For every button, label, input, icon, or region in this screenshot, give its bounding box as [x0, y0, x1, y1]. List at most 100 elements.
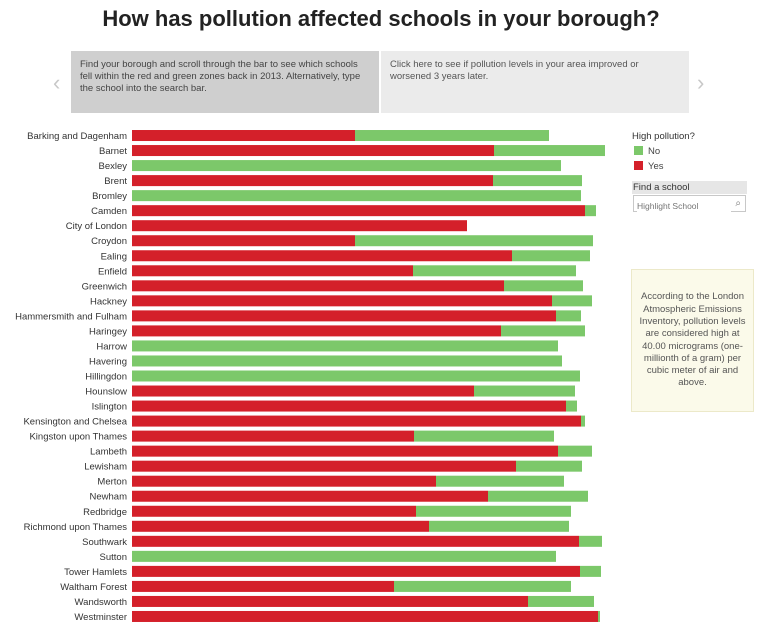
bar-no[interactable]	[585, 205, 596, 217]
category-label: Brent	[104, 176, 127, 187]
story-point-1[interactable]: Find your borough and scroll through the…	[71, 51, 379, 113]
bar-no[interactable]	[132, 355, 562, 367]
legend-swatch-yes	[634, 161, 643, 170]
bar-no[interactable]	[566, 400, 577, 412]
category-label: Bromley	[92, 191, 127, 202]
bar-no[interactable]	[132, 160, 561, 172]
bar-yes[interactable]	[132, 295, 552, 307]
bar-no[interactable]	[132, 340, 558, 352]
bar-no[interactable]	[552, 295, 592, 307]
bar-no[interactable]	[512, 250, 590, 262]
bar-yes[interactable]	[132, 475, 436, 487]
bar-no[interactable]	[493, 175, 582, 187]
bar-no[interactable]	[581, 415, 585, 427]
bar-no[interactable]	[429, 520, 569, 532]
category-label: Greenwich	[82, 281, 127, 292]
bar-yes[interactable]	[132, 535, 579, 547]
bar-no[interactable]	[598, 610, 600, 622]
category-label: Hounslow	[85, 387, 127, 398]
category-label: Haringey	[89, 326, 127, 337]
bar-yes[interactable]	[132, 505, 416, 517]
category-label: Lewisham	[84, 462, 127, 473]
bar-yes[interactable]	[132, 385, 474, 397]
bar-yes[interactable]	[132, 130, 355, 142]
bar-yes[interactable]	[132, 280, 504, 292]
legend-item-no[interactable]: No	[634, 146, 660, 157]
bar-yes[interactable]	[132, 265, 413, 277]
note-text: According to the London Atmospheric Emis…	[639, 291, 746, 389]
bar-yes[interactable]	[132, 145, 494, 157]
bar-no[interactable]	[394, 580, 571, 592]
category-label: Tower Hamlets	[64, 567, 127, 578]
category-label: Redbridge	[83, 507, 127, 518]
category-label: Hammersmith and Fulham	[15, 311, 127, 322]
bar-yes[interactable]	[132, 460, 516, 472]
bar-no[interactable]	[355, 130, 549, 142]
category-label: Croydon	[91, 236, 127, 247]
bar-no[interactable]	[413, 265, 576, 277]
category-label: Richmond upon Thames	[24, 522, 128, 533]
bar-no[interactable]	[516, 460, 582, 472]
bar-yes[interactable]	[132, 520, 429, 532]
search-icon[interactable]: ⌕	[735, 198, 741, 209]
bar-no[interactable]	[416, 505, 571, 517]
stacked-bar-chart: Barking and Dagenham Barnet Bexley Brent Bro…	[15, 130, 605, 623]
bar-no[interactable]	[501, 325, 585, 337]
bar-yes[interactable]	[132, 490, 488, 502]
bar-yes[interactable]	[132, 445, 558, 457]
next-arrow-icon[interactable]: ›	[697, 70, 705, 95]
bar-yes[interactable]	[132, 325, 501, 337]
bar-yes[interactable]	[132, 595, 528, 607]
bar-yes[interactable]	[132, 310, 556, 322]
category-label: Lambeth	[90, 447, 127, 458]
bar-no[interactable]	[132, 550, 556, 562]
previous-arrow-icon[interactable]: ‹	[53, 70, 61, 95]
bar-no[interactable]	[436, 475, 564, 487]
bar-no[interactable]	[488, 490, 588, 502]
pollution-threshold-note: According to the London Atmospheric Emis…	[631, 269, 754, 412]
bar-no[interactable]	[132, 190, 581, 202]
school-search-box[interactable]: ⌕	[633, 195, 746, 213]
bar-no[interactable]	[580, 565, 601, 577]
category-label: Enfield	[98, 266, 127, 277]
bar-no[interactable]	[132, 370, 580, 382]
bar-yes[interactable]	[132, 580, 394, 592]
bar-yes[interactable]	[132, 235, 355, 247]
bar-yes[interactable]	[132, 205, 585, 217]
story-point-2[interactable]: Click here to see if pollution levels in…	[381, 51, 689, 113]
bar-yes[interactable]	[132, 565, 580, 577]
category-label: Hackney	[90, 296, 127, 307]
legend-item-yes[interactable]: Yes	[634, 161, 664, 172]
bar-no[interactable]	[414, 430, 554, 442]
category-label: Islington	[92, 402, 127, 413]
bar-no[interactable]	[474, 385, 575, 397]
category-label: Westminster	[74, 612, 127, 623]
category-label: City of London	[66, 221, 127, 232]
bar-yes[interactable]	[132, 220, 467, 232]
bar-no[interactable]	[494, 145, 605, 157]
bar-no[interactable]	[558, 445, 592, 457]
bar-no[interactable]	[528, 595, 594, 607]
bar-no[interactable]	[579, 535, 602, 547]
bar-yes[interactable]	[132, 250, 512, 262]
category-label: Wandsworth	[75, 597, 127, 608]
bar-no[interactable]	[355, 235, 593, 247]
bar-yes[interactable]	[132, 415, 581, 427]
bar-yes[interactable]	[132, 400, 566, 412]
bar-no[interactable]	[556, 310, 581, 322]
category-label: Camden	[91, 206, 127, 217]
category-label: Waltham Forest	[60, 582, 127, 593]
bar-yes[interactable]	[132, 175, 493, 187]
category-label: Sutton	[100, 552, 127, 563]
legend-swatch-no	[634, 146, 643, 155]
category-label: Barking and Dagenham	[27, 131, 127, 142]
bar-yes[interactable]	[132, 430, 414, 442]
school-search-input[interactable]	[637, 199, 731, 213]
category-label: Kingston upon Thames	[29, 432, 127, 443]
bar-yes[interactable]	[132, 610, 598, 622]
bar-no[interactable]	[504, 280, 583, 292]
category-label: Havering	[89, 356, 127, 367]
category-label: Ealing	[101, 251, 127, 262]
category-label: Harrow	[96, 341, 127, 352]
legend-label-yes: Yes	[648, 161, 664, 172]
